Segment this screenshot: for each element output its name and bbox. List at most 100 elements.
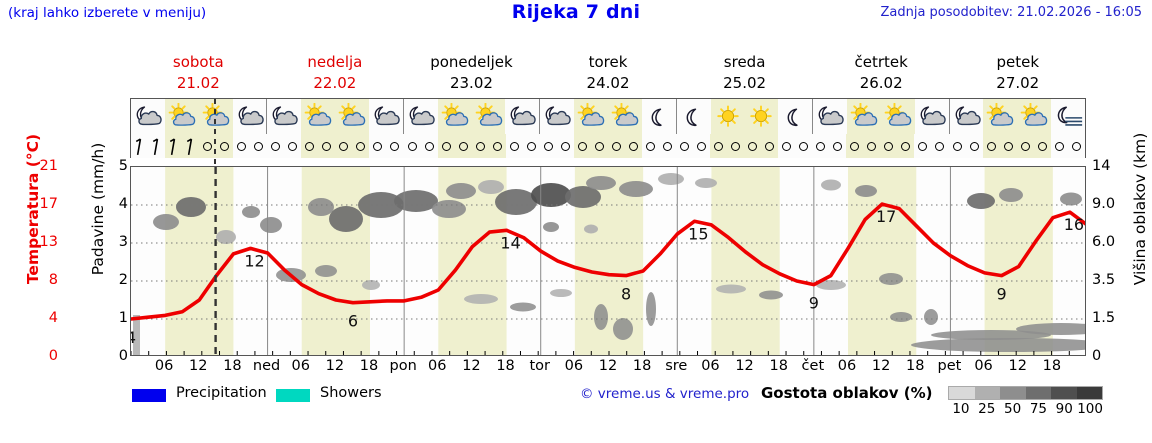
calm-wind-icon — [748, 141, 758, 151]
sun-cloud-icon — [1020, 102, 1048, 126]
temperature-label: 17 — [876, 207, 896, 226]
time-tick-label: 12 — [871, 358, 891, 374]
wind-slot — [233, 134, 250, 158]
calm-wind-icon — [356, 141, 366, 151]
calm-wind-icon — [1020, 141, 1030, 151]
calm-wind-icon — [509, 141, 519, 151]
axis-tick: 3.5 — [1092, 272, 1116, 288]
wind-barb-icon — [169, 137, 176, 155]
wind-slot — [642, 134, 659, 158]
day-date: 27.02 — [996, 74, 1040, 92]
weather-icon-slot — [675, 99, 711, 134]
time-tick-label: 12 — [598, 358, 618, 374]
calm-wind-icon — [833, 141, 843, 151]
calm-wind-icon — [850, 141, 860, 151]
weather-icon-slot — [266, 99, 301, 134]
location-menu-note: (kraj lahko izberete v meniju) — [8, 5, 207, 21]
showers-legend-label: Showers — [320, 385, 382, 401]
cloud-density-colorbar-labels: 10 25 50 75 90 100 — [940, 401, 1120, 417]
sun-cloud-icon — [577, 102, 605, 126]
calm-wind-icon — [594, 141, 604, 151]
wind-slot — [131, 134, 148, 158]
temperature-label: 16 — [1064, 215, 1084, 234]
calm-wind-icon — [441, 141, 451, 151]
wind-slot — [318, 134, 336, 158]
moon-cloud-icon — [409, 105, 435, 125]
precipitation-legend-swatch — [132, 389, 166, 402]
temperature-axis-ticks: 21 17 13 8 4 0 — [18, 159, 58, 363]
axis-tick: 4 — [118, 196, 128, 212]
weather-icon-slot — [301, 99, 336, 134]
wind-slot — [165, 134, 183, 158]
weather-icon-slot — [574, 99, 609, 134]
cloud-density-tick: 100 — [1077, 401, 1103, 417]
day-date: 26.02 — [859, 74, 903, 92]
calm-wind-icon — [373, 141, 383, 151]
time-tick-label: 06 — [701, 358, 720, 374]
wind-slot — [335, 134, 353, 158]
wind-slot — [778, 134, 795, 158]
calm-wind-icon — [697, 141, 707, 151]
wind-slot — [931, 134, 948, 158]
day-header-ponedeljek: ponedeljek 23.02 — [403, 52, 540, 96]
wind-slot — [573, 134, 591, 158]
calm-wind-icon — [305, 141, 315, 151]
calm-wind-icon — [288, 141, 298, 151]
moon-icon — [651, 107, 662, 126]
wind-barb-icon — [152, 137, 159, 155]
cloud-density-legend-title: Gostota oblakov (%) — [761, 384, 933, 402]
wind-slot — [710, 134, 728, 158]
calm-wind-icon — [969, 141, 979, 151]
time-tick-label: 18 — [223, 358, 242, 374]
time-tick-label: 12 — [735, 358, 754, 374]
wind-slot — [727, 134, 745, 158]
moon-cloud-icon — [136, 105, 162, 125]
cloud-density-tick: 50 — [1003, 401, 1022, 417]
weather-icon-slot — [198, 99, 233, 134]
axis-tick: 0 — [1092, 348, 1102, 364]
sun-icon — [750, 104, 773, 127]
calm-wind-icon — [714, 141, 724, 151]
day-header-sreda: sreda 25.02 — [676, 52, 813, 96]
wind-slot — [761, 134, 779, 158]
cloud-density-tick: 75 — [1029, 401, 1047, 417]
calm-wind-icon — [424, 141, 434, 151]
wind-slot — [863, 134, 881, 158]
wind-barb-icon — [135, 137, 142, 155]
day-name: sreda — [723, 53, 766, 71]
wind-slot — [659, 134, 676, 158]
axis-tick: 9.0 — [1092, 196, 1116, 212]
day-date: 25.02 — [723, 74, 767, 92]
weather-icon-slot — [233, 99, 267, 134]
moon-fog-icon — [1057, 106, 1083, 126]
axis-tick: 0 — [48, 348, 58, 364]
sun-icon — [716, 104, 739, 127]
forecast-plot: 12 6 14 8 15 9 17 9 16 4 — [130, 166, 1086, 356]
day-date: 23.02 — [449, 74, 493, 92]
temperature-label: 4 — [131, 328, 136, 347]
cloud-density-swatch — [949, 387, 975, 399]
temperature-line — [131, 202, 1085, 321]
day-header-sobota: sobota 21.02 — [130, 52, 267, 96]
calm-wind-icon — [816, 141, 826, 151]
day-header-strip: sobota 21.02 nedelja 22.02 ponedeljek 23.02 to… — [130, 52, 1086, 96]
current-time-marker-top — [213, 99, 216, 166]
showers-legend-swatch — [276, 389, 310, 402]
weather-icon-slot — [471, 99, 506, 134]
cloud-density-tick: 90 — [1055, 401, 1073, 417]
weather-icon-slot — [437, 99, 472, 134]
day-date: 22.02 — [313, 74, 357, 92]
weather-icon-band — [130, 98, 1086, 134]
calm-wind-icon — [1003, 141, 1013, 151]
time-axis: 06 12 18 ned 06 12 18 pon 06 12 18 tor 06 12 18 sre 06 12… — [130, 358, 1086, 380]
wind-slot — [352, 134, 370, 158]
calm-wind-icon — [935, 141, 945, 151]
weather-icon-slot — [164, 99, 199, 134]
time-tick-label: 06 — [837, 358, 857, 374]
time-tick-label: tor — [529, 358, 550, 374]
time-tick-label: 18 — [632, 358, 652, 374]
temperature-label: 9 — [997, 285, 1007, 304]
calm-wind-icon — [645, 141, 655, 151]
weather-icon-slot — [608, 99, 642, 134]
wind-slot — [1068, 134, 1085, 158]
